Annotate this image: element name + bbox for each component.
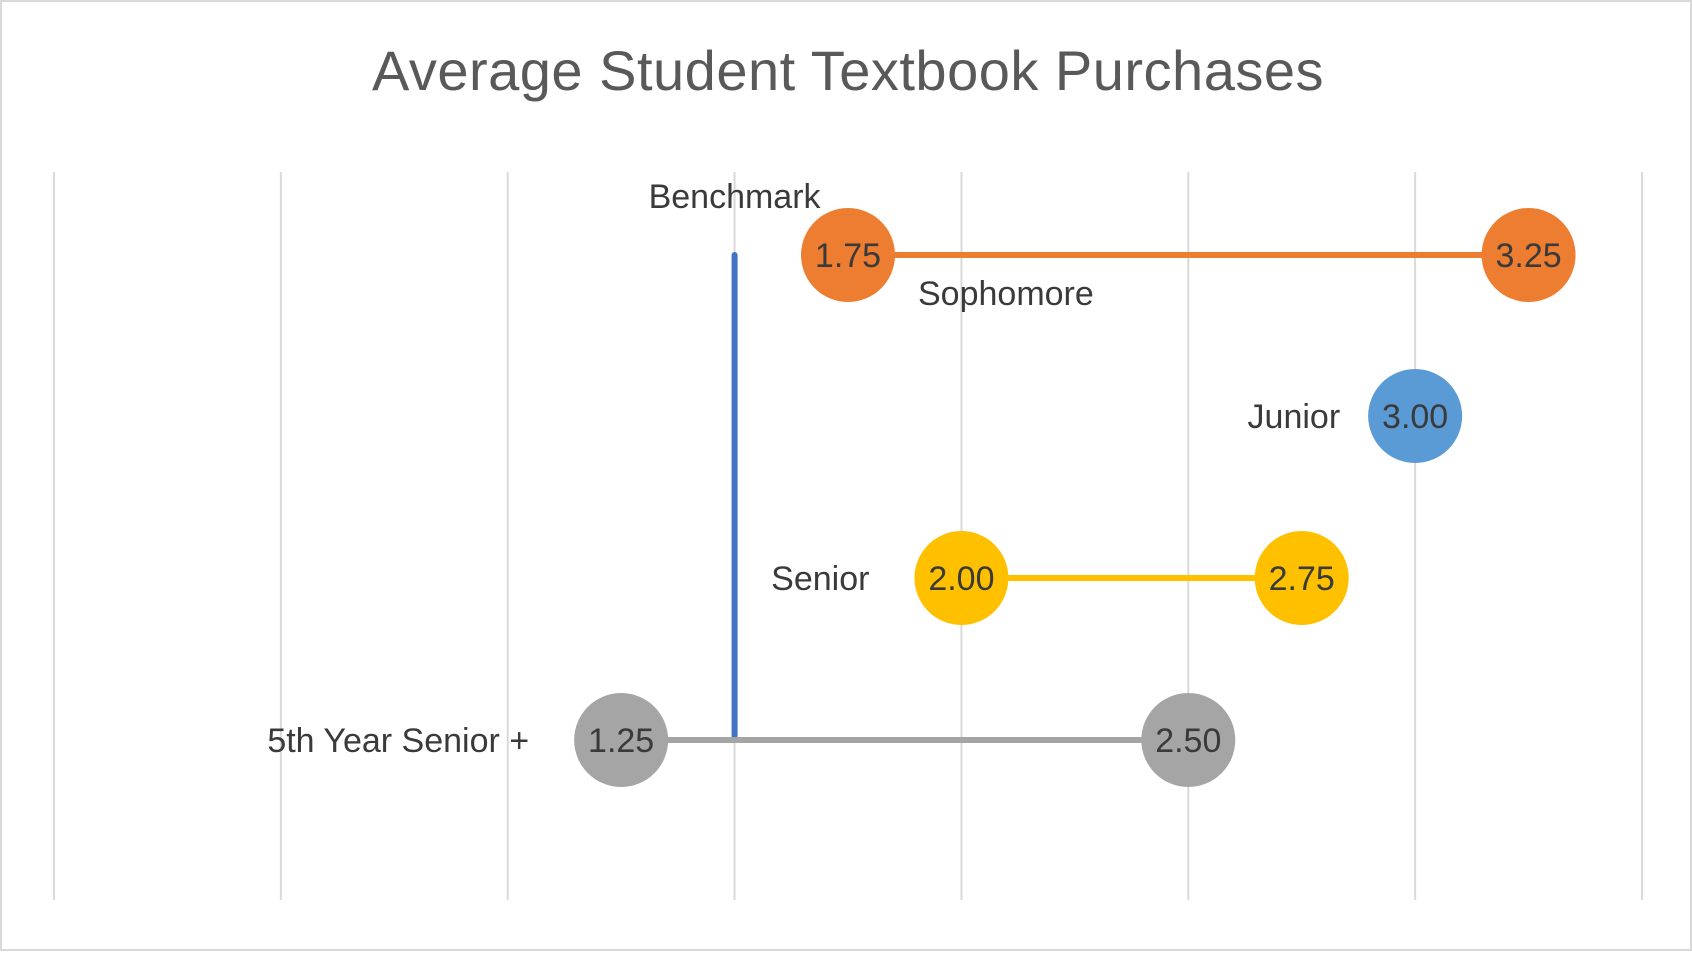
high-value-label: 2.50 bbox=[1155, 722, 1221, 760]
low-point bbox=[574, 693, 669, 787]
low-value-label: 2.00 bbox=[928, 560, 994, 598]
high-point bbox=[1254, 531, 1349, 625]
benchmark-label: Benchmark bbox=[649, 178, 822, 216]
high-value-label: 2.75 bbox=[1269, 560, 1335, 598]
low-point bbox=[1368, 369, 1463, 463]
low-value-label: 1.75 bbox=[815, 237, 881, 275]
low-value-label: 3.00 bbox=[1382, 398, 1448, 436]
series-group: 1.75 3.25 Sophomore 3.00 Junior 2.00 2.75 Senio… bbox=[267, 208, 1576, 787]
low-value-label: 1.25 bbox=[588, 722, 654, 760]
chart-title: Average Student Textbook Purchases bbox=[372, 39, 1324, 102]
high-point bbox=[1481, 208, 1576, 302]
category-label: 5th Year Senior + bbox=[267, 722, 529, 760]
low-point bbox=[914, 531, 1009, 625]
benchmark-group: Benchmark bbox=[649, 178, 822, 743]
series-row: 1.75 3.25 Sophomore bbox=[801, 208, 1576, 313]
category-label: Senior bbox=[771, 560, 869, 598]
category-label: Sophomore bbox=[918, 275, 1094, 313]
category-label: Junior bbox=[1248, 398, 1341, 436]
series-row: 1.25 2.50 5th Year Senior + bbox=[267, 693, 1236, 787]
series-row: 3.00 Junior bbox=[1248, 369, 1463, 463]
series-row: 2.00 2.75 Senior bbox=[771, 531, 1349, 625]
high-point bbox=[1141, 693, 1236, 787]
high-value-label: 3.25 bbox=[1495, 237, 1561, 275]
low-point bbox=[801, 208, 895, 302]
